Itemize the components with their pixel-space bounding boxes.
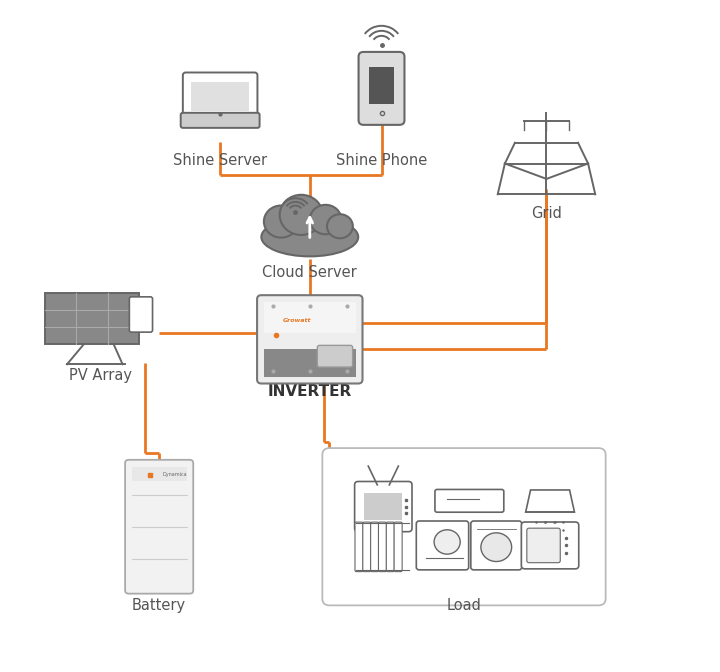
Text: Dynamica: Dynamica (162, 472, 187, 477)
Text: Cloud Server: Cloud Server (262, 265, 357, 280)
Circle shape (327, 214, 353, 239)
FancyBboxPatch shape (264, 302, 356, 333)
Text: Battery: Battery (132, 598, 186, 614)
Text: Grid: Grid (531, 206, 562, 220)
FancyBboxPatch shape (125, 460, 193, 593)
FancyBboxPatch shape (363, 522, 371, 572)
FancyBboxPatch shape (132, 467, 186, 481)
FancyBboxPatch shape (359, 52, 405, 125)
Text: Shine Server: Shine Server (173, 153, 267, 168)
Circle shape (264, 206, 298, 238)
FancyBboxPatch shape (416, 521, 469, 570)
Circle shape (310, 205, 341, 235)
FancyBboxPatch shape (323, 448, 606, 605)
FancyBboxPatch shape (435, 489, 504, 512)
Polygon shape (526, 490, 575, 512)
FancyBboxPatch shape (45, 293, 139, 344)
FancyBboxPatch shape (130, 297, 153, 332)
FancyBboxPatch shape (371, 522, 379, 572)
FancyBboxPatch shape (394, 522, 402, 572)
FancyBboxPatch shape (318, 345, 353, 367)
Circle shape (279, 195, 323, 235)
Ellipse shape (261, 218, 359, 256)
FancyBboxPatch shape (257, 295, 362, 384)
Text: Load: Load (446, 598, 482, 614)
FancyBboxPatch shape (181, 113, 260, 128)
FancyBboxPatch shape (264, 349, 356, 378)
FancyBboxPatch shape (379, 522, 387, 572)
FancyBboxPatch shape (183, 73, 258, 117)
Text: INVERTER: INVERTER (268, 384, 352, 399)
FancyBboxPatch shape (355, 482, 412, 532)
Text: Shine Phone: Shine Phone (336, 153, 427, 168)
Text: Growatt: Growatt (283, 318, 311, 323)
FancyBboxPatch shape (521, 522, 579, 569)
Text: PV Array: PV Array (69, 368, 132, 383)
FancyBboxPatch shape (355, 522, 363, 572)
FancyBboxPatch shape (471, 521, 522, 570)
Bar (192, 82, 249, 111)
Circle shape (481, 533, 512, 562)
FancyBboxPatch shape (527, 528, 560, 562)
Bar (364, 493, 402, 519)
Bar (369, 67, 395, 104)
FancyBboxPatch shape (386, 522, 395, 572)
Circle shape (434, 530, 460, 554)
